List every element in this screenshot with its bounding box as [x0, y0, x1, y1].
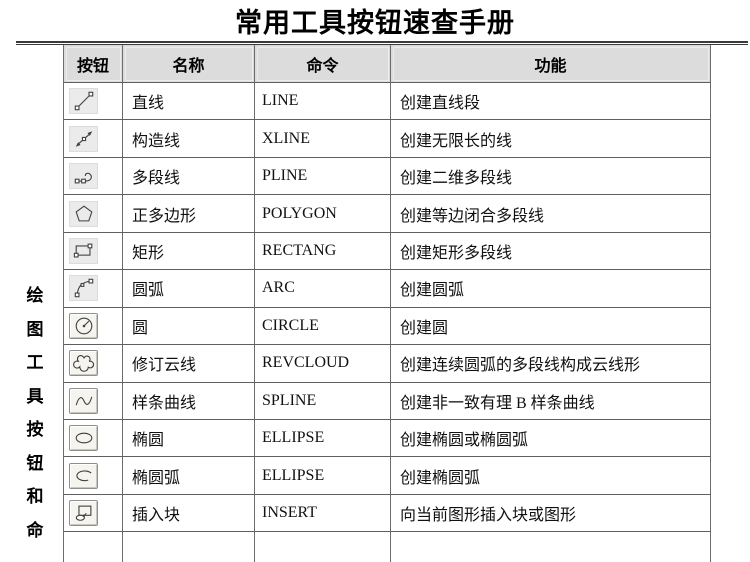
side-label-char: 绘 — [26, 286, 44, 305]
tool-command: INSERT — [255, 494, 391, 533]
button-cell — [64, 532, 123, 562]
tool-command: CIRCLE — [255, 307, 391, 346]
table-row: 圆 CIRCLE 创建圆 — [64, 307, 711, 346]
button-cell — [64, 270, 123, 308]
tool-function: 创建直线段 — [391, 83, 711, 121]
button-cell — [64, 195, 123, 233]
tool-command — [255, 532, 391, 562]
tool-name — [123, 532, 255, 562]
button-cell — [64, 232, 123, 271]
tool-command: ELLIPSE — [255, 457, 391, 495]
table-row: 插入块 INSERT 向当前图形插入块或图形 — [64, 494, 711, 533]
side-label-char: 钮 — [26, 453, 44, 473]
tool-function: 创建等边闭合多段线 — [391, 195, 711, 233]
button-cell — [64, 83, 123, 121]
reference-table: 按钮 名称 命令 功能 直线 LINE 创建直线段 构造线 XLINE 创建无限长的线 多段线 PL… — [63, 45, 711, 562]
tool-name: 正多边形 — [123, 195, 255, 233]
pline-icon — [69, 163, 98, 190]
button-cell — [64, 120, 123, 158]
arc-icon — [69, 275, 98, 302]
tool-command: ARC — [255, 270, 391, 308]
tool-command: POLYGON — [255, 195, 391, 233]
table-header-row: 按钮 名称 命令 功能 — [64, 45, 711, 83]
tool-name: 椭圆弧 — [123, 457, 255, 495]
tool-name: 直线 — [123, 83, 255, 121]
button-cell — [64, 345, 123, 383]
rule-top-line — [16, 41, 748, 43]
polygon-icon — [69, 200, 98, 227]
tool-name: 插入块 — [123, 494, 255, 533]
revcloud-icon — [69, 350, 98, 377]
tool-function: 创建圆弧 — [391, 270, 711, 308]
page-title: 常用工具按钮速查手册 — [235, 8, 515, 38]
tool-command: REVCLOUD — [255, 345, 391, 383]
column-header-command: 命令 — [255, 45, 391, 83]
tool-function: 创建圆 — [391, 307, 711, 346]
column-header-function: 功能 — [391, 45, 711, 83]
tool-function: 创建连续圆弧的多段线构成云线形 — [391, 345, 711, 383]
tool-function: 创建矩形多段线 — [391, 232, 711, 271]
button-cell — [64, 157, 123, 196]
double-rule — [16, 41, 748, 45]
tool-function: 创建椭圆弧 — [391, 457, 711, 495]
table-row: 圆弧 ARC 创建圆弧 — [64, 270, 711, 308]
insert-block-icon — [69, 500, 98, 527]
table-row: 样条曲线 SPLINE 创建非一致有理 B 样条曲线 — [64, 382, 711, 420]
column-header-button: 按钮 — [64, 45, 123, 83]
table-row: 正多边形 POLYGON 创建等边闭合多段线 — [64, 195, 711, 233]
line-icon — [69, 88, 98, 115]
side-label-char: 和 — [26, 487, 44, 506]
tool-command: XLINE — [255, 120, 391, 158]
side-label-vertical: 绘图工具按钮和命 — [23, 287, 47, 539]
tool-name: 圆 — [123, 307, 255, 346]
tool-function: 创建无限长的线 — [391, 120, 711, 158]
tool-command: PLINE — [255, 157, 391, 196]
table-row: 多段线 PLINE 创建二维多段线 — [64, 157, 711, 196]
xline-icon — [69, 125, 98, 152]
side-label-char: 按 — [26, 420, 44, 439]
ellipse-icon — [69, 425, 98, 452]
ellipse-arc-icon — [69, 462, 98, 489]
side-label-char: 工 — [26, 353, 44, 372]
tool-command: RECTANG — [255, 232, 391, 271]
table-row: 椭圆 ELLIPSE 创建椭圆或椭圆弧 — [64, 419, 711, 458]
tool-name: 矩形 — [123, 232, 255, 271]
table-row: 矩形 RECTANG 创建矩形多段线 — [64, 232, 711, 271]
table-row: 构造线 XLINE 创建无限长的线 — [64, 120, 711, 158]
tool-function — [391, 532, 711, 562]
tool-command: ELLIPSE — [255, 419, 391, 458]
rule-bottom-line — [16, 44, 748, 45]
table-row-partial — [64, 532, 711, 562]
tool-function: 创建二维多段线 — [391, 157, 711, 196]
button-cell — [64, 494, 123, 533]
table-row: 修订云线 REVCLOUD 创建连续圆弧的多段线构成云线形 — [64, 345, 711, 383]
tool-name: 样条曲线 — [123, 382, 255, 420]
table-body: 直线 LINE 创建直线段 构造线 XLINE 创建无限长的线 多段线 PLINE 创建二维多段… — [64, 83, 711, 562]
column-header-name: 名称 — [123, 45, 255, 83]
tool-name: 椭圆 — [123, 419, 255, 458]
button-cell — [64, 457, 123, 495]
circle-icon — [69, 312, 98, 339]
button-cell — [64, 307, 123, 346]
table-row: 椭圆弧 ELLIPSE 创建椭圆弧 — [64, 457, 711, 495]
button-cell — [64, 382, 123, 420]
rectangle-icon — [69, 237, 98, 264]
tool-name: 修订云线 — [123, 345, 255, 383]
spline-icon — [69, 387, 98, 414]
tool-command: LINE — [255, 83, 391, 121]
side-label-char: 具 — [26, 386, 44, 406]
side-label-char: 命 — [26, 520, 44, 540]
tool-name: 构造线 — [123, 120, 255, 158]
tool-command: SPLINE — [255, 382, 391, 420]
tool-function: 创建非一致有理 B 样条曲线 — [391, 382, 711, 420]
button-cell — [64, 419, 123, 458]
tool-function: 向当前图形插入块或图形 — [391, 494, 711, 533]
tool-name: 多段线 — [123, 157, 255, 196]
side-label-char: 图 — [26, 319, 44, 339]
table-row: 直线 LINE 创建直线段 — [64, 83, 711, 121]
tool-function: 创建椭圆或椭圆弧 — [391, 419, 711, 458]
tool-name: 圆弧 — [123, 270, 255, 308]
